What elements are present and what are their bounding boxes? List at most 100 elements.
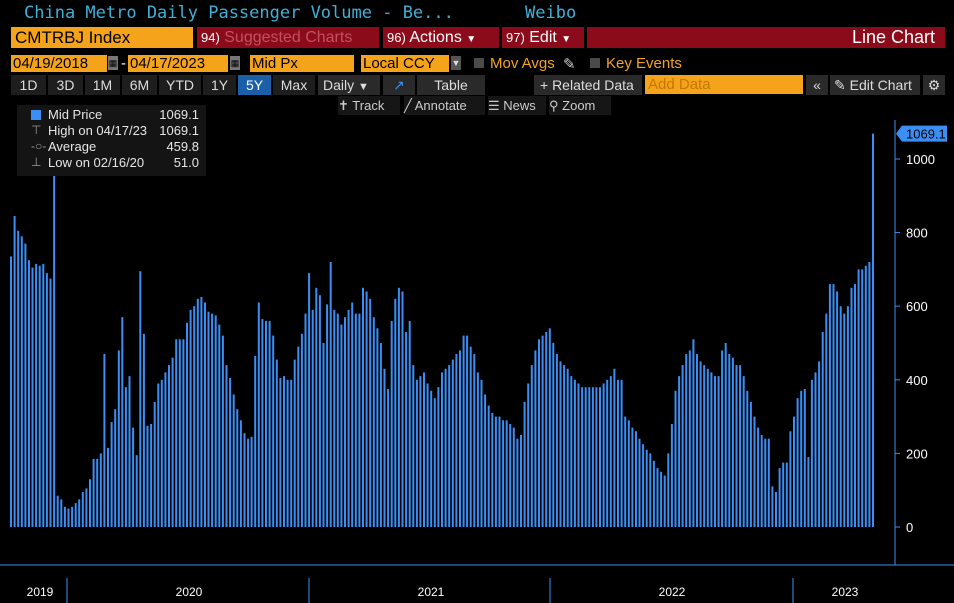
bar [336, 313, 339, 527]
period-6m-button[interactable]: 6M [122, 75, 157, 95]
bar [825, 313, 828, 527]
legend-low-value: 51.0 [173, 155, 199, 170]
bar [365, 291, 368, 527]
bar [214, 315, 217, 527]
title-bar: China Metro Daily Passenger Volume - Be.… [0, 0, 954, 26]
bar [588, 387, 591, 527]
collapse-icon[interactable]: « [806, 75, 828, 95]
dropdown-arrow-icon[interactable]: ▼ [451, 56, 461, 70]
gear-icon[interactable]: ⚙ [923, 75, 945, 95]
y-tick-label: 200 [906, 446, 928, 461]
dropdown-arrow-icon: ▼ [358, 81, 369, 93]
bar [157, 383, 160, 527]
bar [534, 350, 537, 527]
bar [462, 335, 465, 527]
end-date-input[interactable]: 04/17/2023 [128, 55, 228, 72]
last-value-marker [896, 125, 947, 142]
add-data-input[interactable]: Add Data [645, 75, 803, 94]
annotate-tool[interactable]: ╱ Annotate [404, 96, 485, 115]
period-row: 1D 3D 1M 6M YTD 1Y 5Y Max Daily ▼ ↗ Tabl… [0, 74, 954, 96]
bar [304, 313, 307, 527]
pencil-icon: ✎ [834, 77, 846, 93]
high-marker-icon: ⊤ [31, 123, 42, 137]
table-button[interactable]: Table [417, 75, 485, 95]
chart-type-banner: Line Chart [587, 27, 945, 48]
bar [164, 372, 167, 527]
bar [103, 354, 106, 527]
field-select[interactable]: Mid Px [250, 55, 354, 72]
bar [573, 379, 576, 527]
bar [491, 412, 494, 527]
news-label: News [503, 98, 536, 113]
y-tick-label: 0 [906, 520, 913, 535]
bar [107, 447, 109, 527]
period-1y-button[interactable]: 1Y [203, 75, 236, 95]
bar [362, 287, 364, 527]
bar [764, 438, 767, 527]
currency-select[interactable]: Local CCY [361, 55, 449, 72]
bar [502, 420, 505, 527]
ticker-field[interactable]: CMTRBJ Index [11, 27, 193, 48]
bar [868, 262, 871, 527]
legend-average-value: 459.8 [166, 139, 199, 154]
chart-area[interactable]: 0 200 400 600 800 1000 2019 2020 2021 2022 2023 1… [0, 96, 954, 603]
bar [28, 260, 30, 527]
period-3d-button[interactable]: 3D [48, 75, 83, 95]
edit-chart-button[interactable]: ✎ Edit Chart [830, 75, 920, 95]
period-5y-button[interactable]: 5Y [238, 75, 271, 95]
bar [121, 317, 124, 527]
period-1m-button[interactable]: 1M [85, 75, 120, 95]
line-chart-icon[interactable]: ↗ [383, 75, 415, 95]
bar [476, 372, 479, 527]
bar [297, 346, 300, 527]
bar [110, 422, 113, 527]
bar [433, 398, 436, 527]
track-tool[interactable]: ✝ Track [338, 96, 400, 115]
bar [638, 438, 641, 527]
legend-row-average: -○- Average 459.8 [17, 139, 206, 155]
x-year-label: 2020 [176, 585, 203, 599]
related-data-button[interactable]: + Related Data [534, 75, 642, 95]
bar [128, 376, 131, 527]
bar [318, 295, 321, 527]
start-date-input[interactable]: 04/19/2018 [11, 55, 107, 72]
mov-avgs-checkbox[interactable] [474, 58, 484, 68]
zoom-tool[interactable]: ⚲ Zoom [549, 96, 611, 115]
edit-menu[interactable]: 97) Edit ▼ [502, 27, 584, 48]
bar [775, 492, 777, 527]
menu-label: Actions [409, 29, 462, 46]
bar [455, 354, 458, 527]
frequency-select[interactable]: Daily ▼ [318, 75, 380, 95]
x-year-label: 2021 [418, 585, 445, 599]
bar [595, 387, 598, 527]
bar [617, 379, 619, 527]
bar [570, 376, 573, 527]
bar [520, 435, 522, 527]
actions-menu[interactable]: 96) Actions ▼ [383, 27, 499, 48]
calendar-icon[interactable]: ▦ [108, 56, 118, 70]
key-events-checkbox[interactable] [590, 58, 600, 68]
bar [552, 343, 555, 527]
menu-label: Suggested Charts [224, 29, 353, 46]
bar [459, 350, 461, 527]
period-1d-button[interactable]: 1D [11, 75, 46, 95]
bar [31, 267, 34, 527]
bar [56, 495, 59, 527]
bar [254, 355, 257, 527]
calendar-icon[interactable]: ▦ [230, 56, 240, 70]
period-max-button[interactable]: Max [273, 75, 315, 95]
bar [329, 262, 332, 527]
suggested-charts-menu[interactable]: 94) Suggested Charts [197, 27, 379, 48]
bar [178, 339, 181, 527]
bar [469, 346, 472, 527]
bar [602, 383, 605, 527]
bar [742, 376, 745, 527]
period-ytd-button[interactable]: YTD [159, 75, 201, 95]
bar [821, 332, 824, 527]
news-tool[interactable]: ☰ News [488, 96, 546, 115]
legend-row-series[interactable]: Mid Price 1069.1 [17, 107, 206, 123]
bar [724, 343, 727, 527]
bar [793, 416, 795, 527]
bar [135, 455, 138, 527]
pencil-icon[interactable]: ✎ [563, 56, 576, 73]
